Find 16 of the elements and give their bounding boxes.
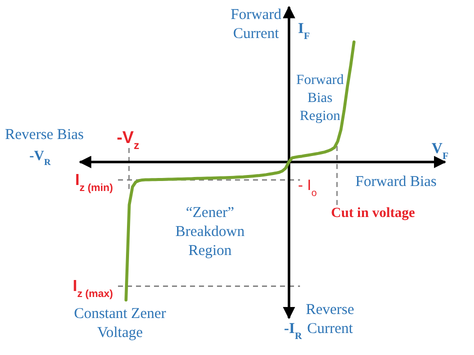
text: V$_{F}$ (432, 141, 448, 162)
text: Reverse Bias (5, 127, 84, 143)
annotation: Forward Bias (355, 174, 437, 190)
ref-line-label: I$_{z (max)}$ (72, 278, 113, 300)
annotation: Cut in voltage (331, 206, 415, 221)
annotation: -V$_{z}$ (116, 128, 140, 152)
ref-line-label: I$_{z (min)}$ (75, 172, 113, 194)
text: Reverse Current (306, 302, 354, 337)
text: I$_{F}$ (298, 21, 310, 42)
annotation: Forward Bias Region (296, 73, 344, 124)
text: -V$_{R}$ (29, 149, 52, 167)
annotation: “Zener” Breakdown Region (175, 205, 246, 259)
text: Constant Zener Voltage (74, 306, 166, 341)
annotation: - I$_{o}$ (298, 177, 318, 198)
annotation: Forward Current (230, 7, 282, 42)
text: -I$_{R}$ (284, 321, 303, 342)
